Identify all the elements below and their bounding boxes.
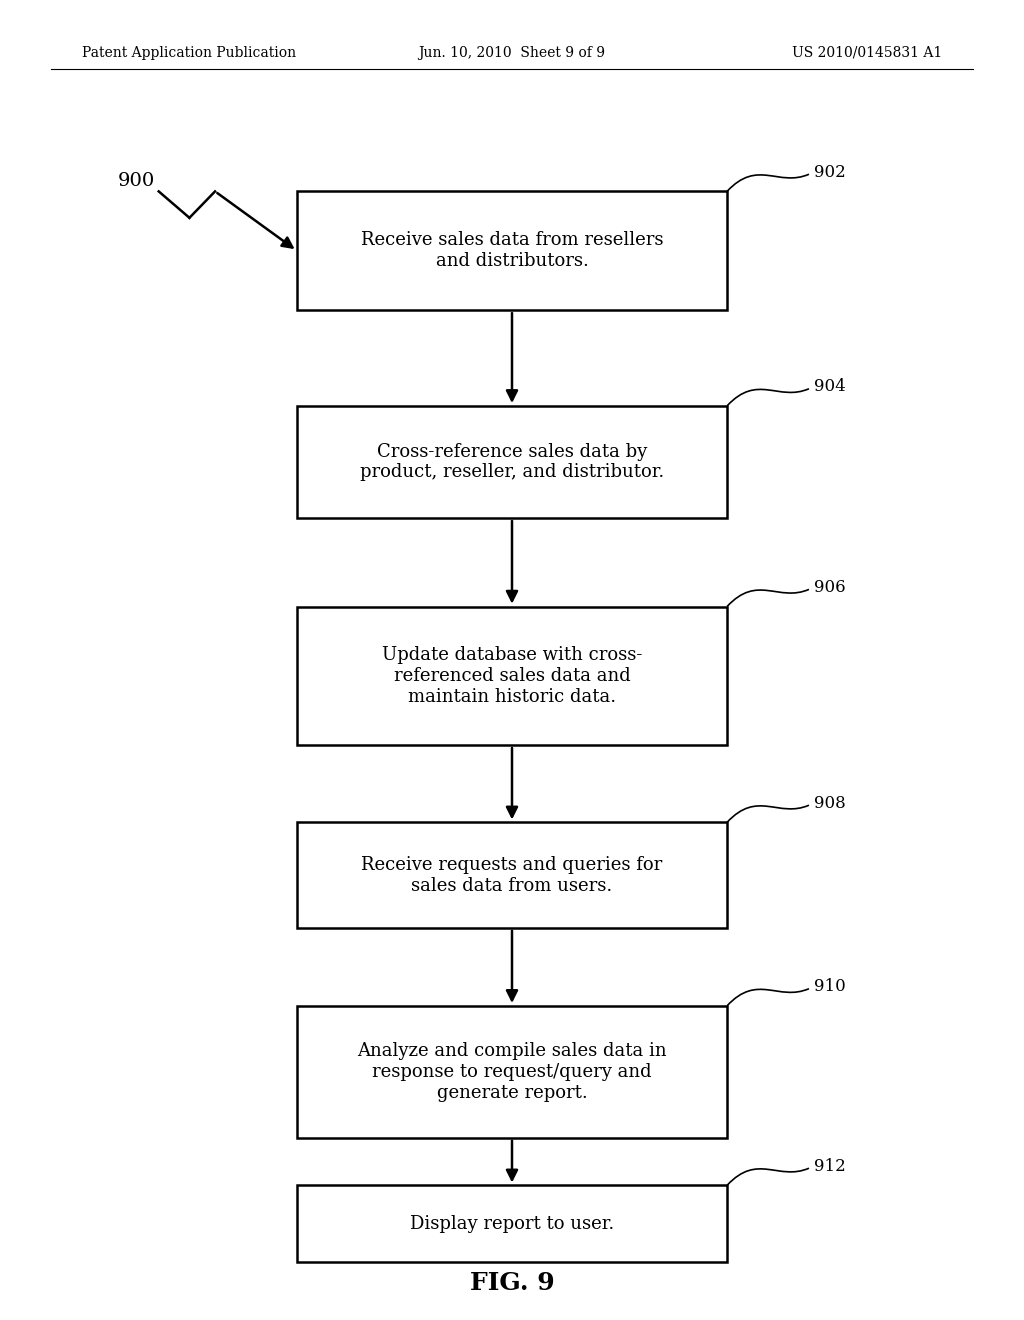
Bar (297, 1185, 727, 1262)
Text: FIG. 9: FIG. 9 (470, 1271, 554, 1295)
Bar (297, 191, 727, 310)
Text: 906: 906 (814, 579, 846, 597)
Text: 904: 904 (814, 379, 846, 396)
Text: 900: 900 (118, 172, 155, 190)
Text: Display report to user.: Display report to user. (410, 1214, 614, 1233)
Text: Cross-reference sales data by
product, reseller, and distributor.: Cross-reference sales data by product, r… (359, 442, 665, 482)
Text: Jun. 10, 2010  Sheet 9 of 9: Jun. 10, 2010 Sheet 9 of 9 (419, 46, 605, 59)
Bar (297, 1006, 727, 1138)
Text: Receive requests and queries for
sales data from users.: Receive requests and queries for sales d… (361, 855, 663, 895)
Bar (297, 822, 727, 928)
Text: Analyze and compile sales data in
response to request/query and
generate report.: Analyze and compile sales data in respon… (357, 1041, 667, 1102)
Bar (297, 607, 727, 744)
Text: 912: 912 (814, 1158, 846, 1175)
Text: Receive sales data from resellers
and distributors.: Receive sales data from resellers and di… (360, 231, 664, 271)
Text: 908: 908 (814, 795, 846, 812)
Bar (297, 407, 727, 517)
Text: 910: 910 (814, 978, 846, 995)
Text: Update database with cross-
referenced sales data and
maintain historic data.: Update database with cross- referenced s… (382, 645, 642, 706)
Text: US 2010/0145831 A1: US 2010/0145831 A1 (792, 46, 942, 59)
Text: 902: 902 (814, 164, 846, 181)
Text: Patent Application Publication: Patent Application Publication (82, 46, 296, 59)
